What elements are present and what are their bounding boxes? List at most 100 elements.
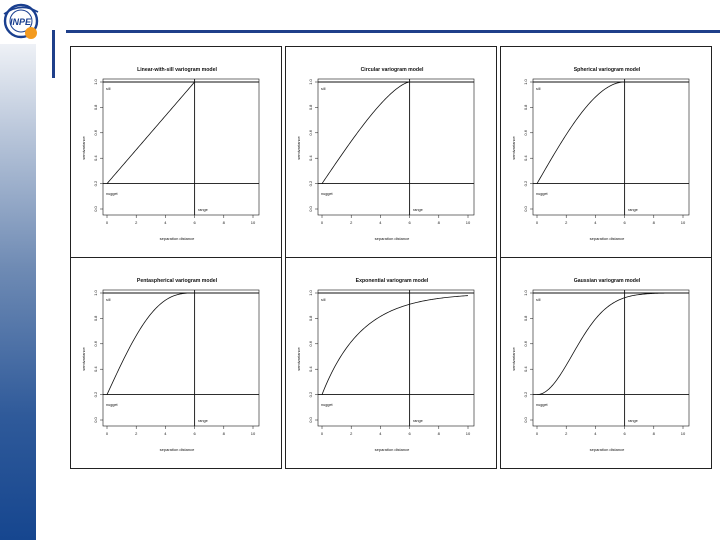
plot-frame	[317, 78, 475, 216]
y-tick-label: 1.0	[308, 289, 313, 295]
nugget-label: nugget	[321, 192, 334, 196]
chart-title: Spherical variogram model	[574, 67, 641, 73]
variogram-panel-gaussian: Gaussian variogram model separation dist…	[500, 257, 712, 469]
y-tick-label: 1.0	[523, 289, 528, 295]
chart-svg-pentaspherical: Pentaspherical variogram model separatio…	[81, 278, 260, 452]
nugget-label: nugget	[106, 403, 119, 407]
y-tick-label: 0.4	[523, 155, 528, 161]
variogram-panel-pentaspherical: Pentaspherical variogram model separatio…	[70, 257, 282, 469]
variogram-panel-exponential: Exponential variogram model separation d…	[285, 257, 497, 469]
x-tick-label: 6	[193, 431, 196, 436]
plot-area: 0 2 4 6 8 10 0.0 0.2 0.4 0.6 0.8 1.0	[308, 78, 475, 225]
x-tick-label: 6	[408, 431, 411, 436]
range-label: range	[413, 419, 423, 423]
y-tick-label: 0.6	[308, 340, 313, 346]
y-tick-label: 1.0	[93, 78, 98, 84]
x-tick-label: 4	[594, 220, 597, 225]
header-vertical-rule	[52, 30, 55, 78]
x-tick-label: 8	[653, 431, 656, 436]
x-tick-label: 2	[565, 431, 568, 436]
range-label: range	[628, 208, 638, 212]
y-tick-label: 0.8	[93, 104, 98, 110]
y-tick-label: 0.0	[93, 205, 98, 211]
plot-area: 0 2 4 6 8 10 0.0 0.2 0.4 0.6 0.8 1.0	[523, 78, 690, 225]
y-tick-label: 0.8	[523, 104, 528, 110]
y-tick-label: 1.0	[523, 78, 528, 84]
y-tick-label: 0.4	[308, 155, 313, 161]
y-tick-label: 0.0	[523, 205, 528, 211]
plot-area: 0 2 4 6 8 10 0.0 0.2 0.4 0.6 0.8 1.0	[308, 289, 475, 436]
y-tick-label: 0.6	[93, 129, 98, 135]
y-axis-label: semivariance	[511, 135, 516, 159]
y-tick-label: 0.0	[93, 416, 98, 422]
x-tick-label: 10	[681, 220, 686, 225]
x-tick-label: 4	[164, 220, 167, 225]
x-tick-label: 6	[623, 431, 626, 436]
nugget-label: nugget	[321, 403, 334, 407]
plot-area: 0 2 4 6 8 10 0.0 0.2 0.4 0.6 0.8 1.0	[523, 289, 690, 436]
x-tick-label: 0	[106, 431, 109, 436]
y-tick-label: 0.0	[308, 205, 313, 211]
nugget-label: nugget	[536, 192, 549, 196]
x-tick-label: 0	[536, 220, 539, 225]
x-tick-label: 8	[653, 220, 656, 225]
y-tick-label: 0.8	[308, 104, 313, 110]
chart-svg-exponential: Exponential variogram model separation d…	[296, 278, 475, 452]
variogram-panel-circular: Circular variogram model separation dist…	[285, 46, 497, 258]
x-tick-label: 0	[536, 431, 539, 436]
x-axis-label: separation distance	[590, 236, 625, 241]
y-axis-label: semivariance	[511, 346, 516, 370]
x-axis-label: separation distance	[590, 447, 625, 452]
x-tick-label: 4	[379, 431, 382, 436]
variogram-panel-linear: Linear-with-sill variogram model separat…	[70, 46, 282, 258]
x-tick-label: 2	[350, 431, 353, 436]
x-tick-label: 10	[681, 431, 686, 436]
y-tick-label: 0.4	[308, 366, 313, 372]
plot-frame	[102, 78, 260, 216]
x-tick-label: 10	[466, 220, 471, 225]
chart-svg-circular: Circular variogram model separation dist…	[296, 67, 475, 241]
inpe-logo: INPE	[3, 3, 39, 39]
y-tick-label: 0.2	[523, 391, 528, 397]
chart-svg-gaussian: Gaussian variogram model separation dist…	[511, 278, 690, 452]
range-label: range	[413, 208, 423, 212]
y-tick-label: 0.4	[523, 366, 528, 372]
plot-area: 0 2 4 6 8 10 0.0 0.2 0.4 0.6 0.8 1.0	[93, 78, 260, 225]
y-axis-label: semivariance	[296, 135, 301, 159]
y-tick-label: 0.6	[308, 129, 313, 135]
x-tick-label: 8	[223, 220, 226, 225]
range-label: range	[198, 419, 208, 423]
x-tick-label: 2	[565, 220, 568, 225]
x-tick-label: 10	[251, 431, 256, 436]
variogram-panel-spherical: Spherical variogram model separation dis…	[500, 46, 712, 258]
plot-frame	[532, 78, 690, 216]
plot-frame	[102, 289, 260, 427]
x-tick-label: 2	[135, 431, 138, 436]
x-tick-label: 2	[135, 220, 138, 225]
chart-title: Exponential variogram model	[356, 278, 429, 284]
variogram-curve	[106, 292, 253, 395]
y-axis-label: semivariance	[81, 346, 86, 370]
plot-frame	[532, 289, 690, 427]
logo-text: INPE	[10, 17, 32, 27]
variogram-curve	[536, 81, 683, 184]
x-tick-label: 8	[223, 431, 226, 436]
x-tick-label: 6	[408, 220, 411, 225]
header-rule	[66, 30, 720, 33]
x-tick-label: 8	[438, 220, 441, 225]
y-tick-label: 1.0	[308, 78, 313, 84]
sidebar-gradient	[0, 44, 36, 540]
chart-title: Circular variogram model	[361, 67, 424, 73]
x-axis-label: separation distance	[375, 447, 410, 452]
sill-label: sill	[106, 87, 111, 91]
x-tick-label: 2	[350, 220, 353, 225]
x-tick-label: 4	[164, 431, 167, 436]
y-axis-label: semivariance	[81, 135, 86, 159]
plot-area: 0 2 4 6 8 10 0.0 0.2 0.4 0.6 0.8 1.0	[93, 289, 260, 436]
y-tick-label: 0.2	[523, 180, 528, 186]
y-tick-label: 0.8	[523, 315, 528, 321]
x-axis-label: separation distance	[375, 236, 410, 241]
variogram-curve	[106, 81, 253, 184]
x-tick-label: 4	[379, 220, 382, 225]
x-tick-label: 4	[594, 431, 597, 436]
